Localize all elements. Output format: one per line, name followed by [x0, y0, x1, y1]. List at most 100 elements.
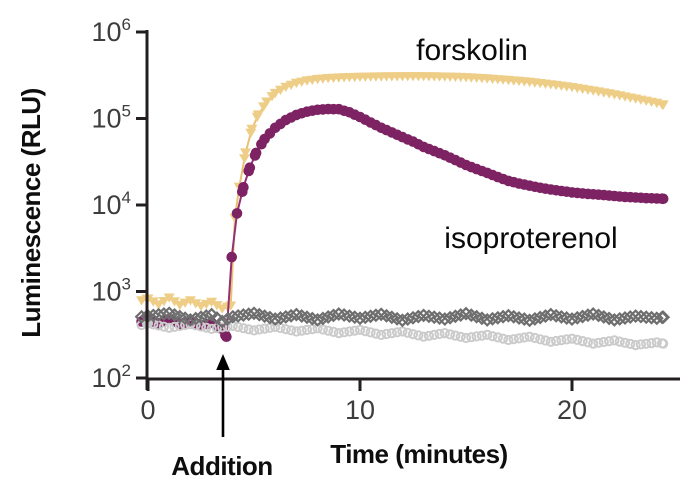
- data-marker: [572, 334, 583, 345]
- y-tick-label: 103: [91, 275, 131, 307]
- data-marker: [239, 154, 250, 164]
- data-marker: [565, 312, 579, 327]
- data-marker: [250, 147, 262, 159]
- data-marker: [434, 328, 445, 340]
- data-marker: [158, 321, 169, 332]
- data-marker: [217, 322, 228, 333]
- data-marker: [236, 308, 251, 322]
- data-marker: [220, 312, 235, 327]
- data-marker: [657, 100, 669, 110]
- data-marker: [570, 310, 585, 325]
- data-marker: [588, 338, 599, 349]
- data-marker: [623, 310, 638, 324]
- data-marker: [575, 309, 590, 324]
- data-marker: [455, 331, 466, 342]
- data-marker: [607, 312, 622, 327]
- data-marker: [381, 328, 392, 340]
- data-marker: [231, 308, 246, 323]
- data-marker: [376, 329, 387, 340]
- data-marker: [354, 324, 366, 335]
- data-marker: [406, 310, 420, 325]
- data-marker: [540, 335, 551, 346]
- data-marker: [363, 309, 378, 324]
- data-marker: [448, 309, 463, 324]
- data-marker: [453, 308, 468, 322]
- data-marker: [280, 324, 291, 335]
- data-marker: [259, 323, 270, 334]
- data-marker: [231, 208, 243, 219]
- data-marker: [169, 321, 180, 332]
- data-marker: [392, 327, 403, 338]
- addition-arrow-icon: [216, 354, 230, 437]
- data-marker: [466, 332, 477, 343]
- data-marker: [268, 312, 283, 327]
- data-marker: [244, 162, 256, 173]
- data-marker: [411, 309, 426, 324]
- data-marker: [270, 321, 281, 332]
- data-marker: [365, 327, 376, 338]
- data-marker: [413, 330, 424, 341]
- data-marker: [492, 332, 503, 343]
- data-marker: [649, 311, 664, 326]
- data-marker: [657, 193, 669, 205]
- data-marker: [183, 312, 198, 327]
- data-marker: [284, 308, 299, 323]
- data-marker: [310, 312, 325, 327]
- series-forskolin: [136, 72, 669, 314]
- data-marker: [397, 326, 408, 337]
- data-marker: [158, 297, 170, 307]
- data-marker: [211, 301, 223, 311]
- data-marker: [296, 325, 307, 336]
- series-gray-circle-trace: [136, 318, 669, 351]
- data-marker: [226, 251, 237, 263]
- data-marker: [163, 293, 175, 303]
- data-marker: [252, 110, 264, 120]
- data-marker: [487, 331, 498, 342]
- data-marker: [221, 331, 232, 343]
- data-marker: [243, 324, 254, 335]
- data-marker: [286, 325, 297, 336]
- data-marker: [527, 311, 542, 326]
- data-marker: [291, 326, 302, 337]
- data-marker: [437, 312, 452, 327]
- data-marker: [641, 338, 652, 349]
- data-marker: [476, 330, 487, 341]
- data-marker: [184, 296, 196, 306]
- data-marker: [485, 311, 500, 326]
- data-marker: [496, 309, 511, 324]
- data-marker: [238, 323, 249, 334]
- data-marker: [241, 307, 256, 322]
- data-marker: [423, 330, 434, 341]
- data-marker: [339, 327, 350, 338]
- data-marker: [147, 297, 159, 307]
- axes-layer: [136, 30, 680, 391]
- data-marker: [598, 336, 609, 348]
- data-marker: [460, 332, 472, 344]
- series-layer: [134, 72, 671, 351]
- y-axis-title: Luminescence (RLU): [16, 88, 46, 338]
- data-marker: [577, 336, 588, 347]
- data-marker: [323, 325, 334, 336]
- data-marker: [204, 307, 219, 322]
- data-marker: [169, 297, 180, 307]
- data-marker: [450, 330, 461, 341]
- data-marker: [612, 311, 627, 326]
- data-marker: [618, 311, 632, 325]
- data-marker: [188, 311, 203, 326]
- data-marker: [353, 311, 367, 326]
- data-marker: [646, 338, 657, 349]
- data-marker: [651, 337, 662, 348]
- data-marker: [349, 325, 360, 336]
- data-marker: [233, 321, 244, 333]
- data-marker: [538, 309, 553, 324]
- data-marker: [368, 308, 383, 323]
- data-marker: [317, 324, 328, 335]
- data-marker: [535, 334, 546, 345]
- data-marker: [522, 313, 537, 328]
- data-marker: [360, 326, 371, 337]
- data-marker: [333, 328, 344, 339]
- data-marker: [273, 311, 288, 325]
- data-marker: [418, 331, 429, 342]
